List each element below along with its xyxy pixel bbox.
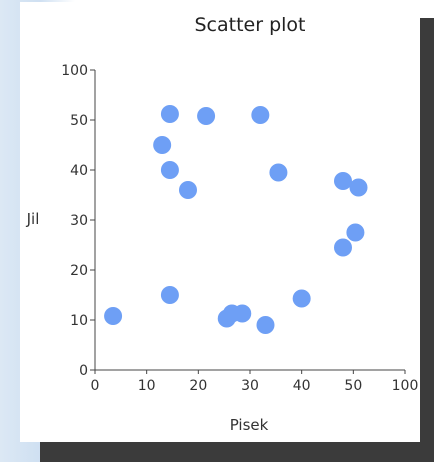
- chart-card: Scatter plot Jil Pisek 0 10 20 30 40 50 100 0 1…: [20, 2, 420, 442]
- x-ticks: 0 10 20 30 40 50 100: [91, 370, 419, 394]
- x-tick-label: 20: [189, 378, 207, 394]
- scatter-point: [256, 316, 275, 334]
- scatter-point: [160, 105, 179, 123]
- x-tick-label: 30: [241, 378, 259, 394]
- x-tick-label: 50: [344, 378, 362, 394]
- x-tick-label: 0: [91, 378, 100, 394]
- y-tick-label: 10: [70, 313, 88, 329]
- chart-title: Scatter plot: [194, 14, 305, 36]
- scatter-point: [292, 289, 311, 308]
- scatter-point: [160, 286, 179, 304]
- data-points: [104, 105, 368, 334]
- scatter-chart: Scatter plot Jil Pisek 0 10 20 30 40 50 100 0 1…: [26, 14, 419, 434]
- scatter-point: [197, 107, 216, 125]
- x-tick-label: 100: [392, 378, 419, 394]
- axis-lines: [94, 70, 405, 371]
- scatter-point: [233, 304, 252, 323]
- scatter-point: [251, 106, 270, 124]
- scatter-point: [334, 172, 352, 190]
- y-tick-label: 20: [70, 263, 88, 279]
- y-tick-label: 40: [70, 163, 88, 179]
- scatter-point: [153, 136, 172, 154]
- scatter-point: [269, 163, 288, 182]
- y-tick-label: 30: [70, 213, 88, 229]
- scatter-point: [349, 178, 368, 197]
- scatter-point: [160, 161, 179, 179]
- scatter-point: [104, 307, 123, 325]
- y-tick-label: 0: [79, 363, 88, 379]
- x-axis-label: Pisek: [230, 416, 269, 434]
- y-ticks: 0 10 20 30 40 50 100: [61, 63, 95, 379]
- scatter-point: [346, 223, 365, 242]
- x-tick-label: 10: [138, 378, 156, 394]
- y-axis-label: Jil: [26, 210, 40, 228]
- x-tick-label: 40: [293, 378, 311, 394]
- y-tick-label: 100: [61, 63, 88, 79]
- scatter-point: [334, 238, 352, 257]
- scatter-point: [179, 181, 197, 199]
- y-tick-label: 50: [70, 113, 88, 129]
